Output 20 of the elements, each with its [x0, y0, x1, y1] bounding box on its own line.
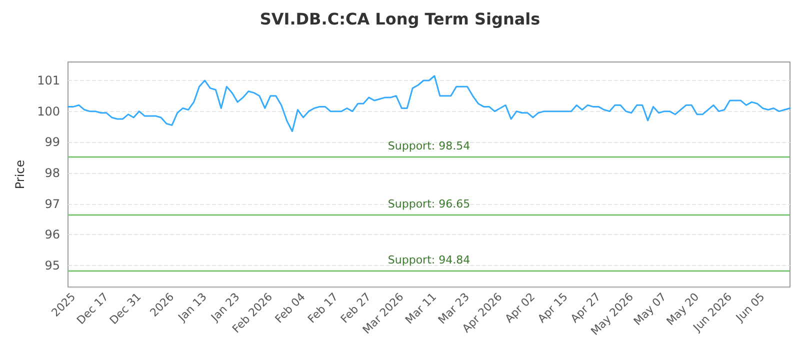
- x-tick-label: Jun 05: [732, 290, 768, 325]
- x-tick-label: Apr 15: [535, 290, 570, 326]
- y-tick-label: 95: [44, 258, 60, 272]
- y-axis-title: Price: [13, 160, 28, 190]
- x-tick-label: Mar 11: [402, 290, 440, 327]
- x-tick-label: Apr 02: [502, 290, 538, 326]
- x-tick-label: Feb 04: [272, 290, 308, 326]
- x-tick-label: Feb 17: [305, 290, 341, 326]
- y-tick-label: 97: [44, 196, 60, 211]
- line-series: [67, 75, 791, 132]
- y-tick-label: 99: [44, 135, 60, 150]
- y-tick-label: 100: [37, 104, 60, 118]
- ref-line-label: Support: 94.84: [388, 253, 470, 266]
- chart-title: SVI.DB.C:CA Long Term Signals: [260, 10, 540, 28]
- y-tick-label: 101: [37, 73, 60, 88]
- x-tick-label: Jan 13: [175, 290, 210, 325]
- y-tick-label: 98: [44, 166, 60, 180]
- y-tick-label: 96: [44, 228, 60, 242]
- ref-line-label: Support: 96.65: [388, 198, 470, 211]
- ref-line-label: Support: 98.54: [388, 139, 470, 152]
